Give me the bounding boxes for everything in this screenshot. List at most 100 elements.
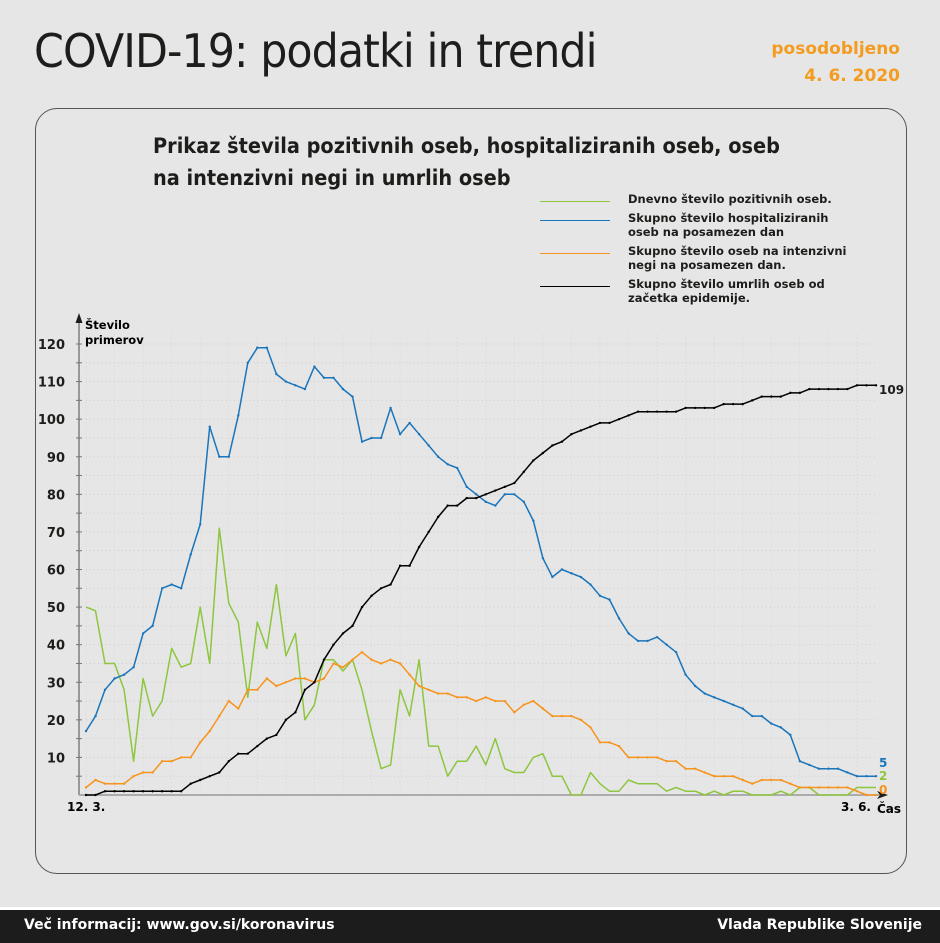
data-point	[132, 790, 135, 793]
data-point	[465, 696, 468, 699]
data-point	[551, 444, 554, 447]
data-point	[770, 722, 773, 725]
data-point	[456, 696, 459, 699]
data-point	[541, 451, 545, 455]
y-tick-label: 90	[47, 451, 65, 466]
data-point	[522, 703, 526, 706]
data-point	[655, 635, 659, 639]
data-point	[674, 410, 678, 413]
legend-swatch	[540, 285, 610, 287]
data-point	[322, 376, 326, 380]
data-point	[103, 688, 107, 691]
data-point	[113, 677, 116, 680]
data-point	[598, 594, 602, 598]
data-point	[722, 775, 725, 778]
data-point	[655, 756, 659, 759]
legend: Dnevno število pozitivnih oseb. Skupno š…	[540, 192, 848, 310]
data-point	[693, 684, 697, 688]
y-tick-label: 30	[47, 676, 65, 691]
data-point	[208, 775, 211, 778]
data-point	[313, 365, 316, 368]
data-point	[770, 395, 773, 398]
data-point	[513, 493, 516, 496]
data-point	[475, 699, 478, 703]
data-point	[589, 425, 592, 428]
data-point	[275, 684, 278, 688]
series-end-label: 109	[879, 383, 904, 397]
y-tick-label: 50	[47, 601, 65, 616]
data-point	[322, 658, 326, 661]
data-point	[456, 504, 459, 507]
data-point	[665, 643, 668, 646]
data-point	[598, 741, 602, 744]
data-point	[779, 778, 783, 782]
data-point	[237, 752, 240, 755]
data-point	[113, 782, 116, 785]
data-point	[655, 410, 659, 413]
data-point	[408, 421, 411, 425]
data-point	[808, 786, 811, 789]
data-point	[798, 759, 802, 763]
data-point	[151, 624, 154, 628]
data-point	[465, 496, 468, 500]
data-point	[846, 387, 849, 391]
data-point	[627, 632, 630, 635]
more-info-link[interactable]: Več informacij: www.gov.si/koronavirus	[24, 917, 335, 933]
data-point	[436, 692, 440, 695]
data-point	[636, 410, 640, 413]
data-point	[94, 714, 97, 718]
data-point	[417, 684, 421, 688]
data-point	[532, 519, 535, 522]
data-point	[513, 711, 516, 714]
data-point	[332, 662, 335, 665]
data-point	[598, 421, 602, 425]
data-point	[379, 662, 383, 665]
data-point	[751, 714, 754, 718]
data-point	[199, 523, 202, 526]
data-point	[684, 673, 687, 676]
data-point	[294, 677, 297, 680]
data-point	[703, 406, 706, 410]
data-point	[484, 500, 487, 504]
legend-item-positive: Dnevno število pozitivnih oseb.	[540, 192, 848, 207]
series-end-label: 0	[879, 783, 887, 797]
data-point	[103, 790, 107, 793]
chart-panel	[35, 108, 907, 874]
data-point	[874, 793, 878, 797]
data-point	[417, 433, 421, 436]
data-point	[494, 489, 497, 492]
data-point	[151, 771, 154, 774]
data-point	[789, 782, 792, 785]
x-end-label: 3. 6.	[841, 800, 871, 814]
data-point	[808, 387, 811, 391]
updated-label: posodobljeno	[771, 39, 900, 59]
data-point	[103, 782, 107, 785]
data-point	[94, 778, 97, 782]
data-point	[446, 692, 449, 695]
data-point	[636, 756, 640, 759]
data-point	[294, 384, 297, 387]
data-point	[760, 714, 763, 718]
x-start-label: 12. 3.	[67, 800, 105, 814]
series-line	[86, 384, 876, 796]
data-point	[855, 775, 859, 778]
legend-item-deaths: Skupno število umrlih oseb od začetka ep…	[540, 277, 848, 306]
data-point	[456, 466, 459, 470]
data-point	[189, 782, 192, 785]
series-end-label: 5	[879, 756, 887, 770]
data-point	[227, 759, 230, 763]
x-axis-label: Čas	[877, 801, 901, 816]
data-point	[122, 673, 126, 676]
data-point	[332, 376, 335, 380]
data-point	[94, 793, 97, 797]
data-point	[179, 587, 183, 590]
data-point	[617, 744, 621, 748]
legend-swatch	[540, 201, 610, 202]
data-point	[627, 414, 630, 417]
y-tick-label: 80	[47, 488, 65, 503]
data-point	[732, 703, 735, 706]
data-point	[741, 707, 744, 710]
legend-label: Dnevno število pozitivnih oseb.	[628, 192, 832, 206]
data-point	[141, 790, 145, 793]
